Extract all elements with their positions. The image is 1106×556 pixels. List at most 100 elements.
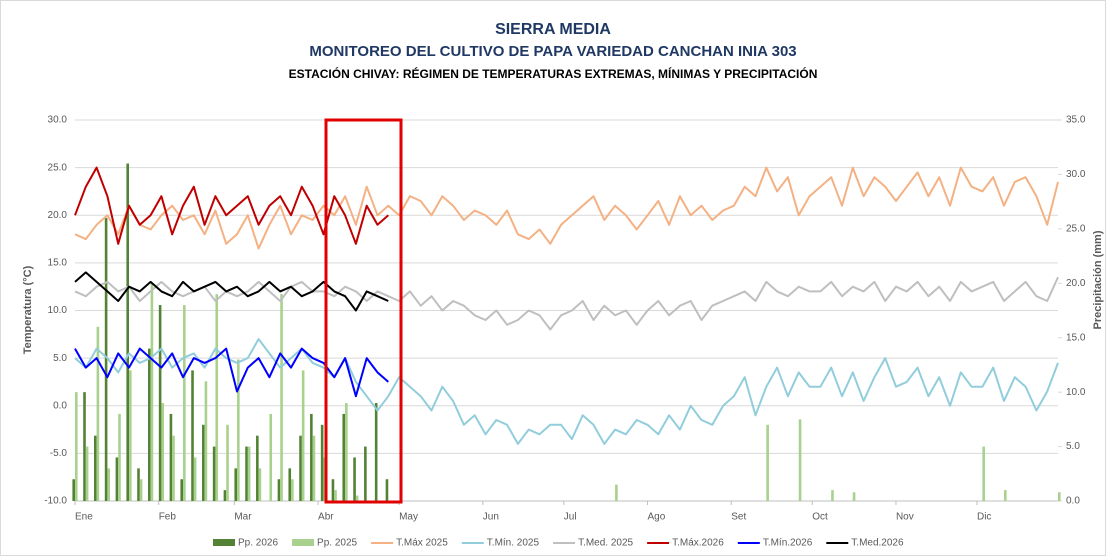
- y2-axis-label: Precipitación (mm): [1092, 230, 1104, 329]
- precip-bar: [312, 435, 316, 501]
- x-tick-label: Set: [731, 512, 746, 523]
- chart-caption: ESTACIÓN CHIVAY: RÉGIMEN DE TEMPERATURAS…: [289, 66, 818, 81]
- legend-swatch: [213, 539, 235, 546]
- precip-bar: [331, 479, 335, 501]
- precip-bar: [104, 217, 108, 501]
- precip-bar: [161, 403, 165, 501]
- temperature-line: [74, 166, 389, 245]
- precip-bar: [364, 446, 367, 501]
- y2-tick-label: 25.0: [1066, 223, 1086, 234]
- precip-bar: [280, 294, 283, 501]
- precip-bar: [115, 457, 119, 501]
- legend-label: T.Mín. 2025: [487, 538, 540, 549]
- legend: Pp. 2026 Pp. 2025 T.Máx 2025 T.Mín. 2025 T.M…: [213, 538, 904, 549]
- precip-bar: [118, 413, 121, 501]
- precip-bar: [226, 424, 229, 501]
- precip-bar: [158, 305, 162, 501]
- temperature-line: [74, 347, 389, 398]
- precip-bar: [301, 370, 305, 501]
- precip-bar: [223, 490, 227, 501]
- precip-bar: [342, 413, 346, 501]
- legend-label: T.Mín.2026: [763, 538, 813, 549]
- precip-bar: [139, 479, 143, 501]
- precip-bar: [129, 370, 132, 501]
- precip-bar: [334, 490, 337, 501]
- legend-label: T.Med.2026: [851, 538, 904, 549]
- precip-bar: [766, 424, 769, 501]
- y2-tick-label: 15.0: [1066, 332, 1086, 343]
- y-tick-label: -10.0: [44, 496, 67, 507]
- precip-bar: [291, 479, 294, 501]
- precip-bar: [247, 446, 251, 501]
- precip-bar: [288, 468, 292, 501]
- x-tick-label: Oct: [812, 512, 828, 523]
- precip-bar: [615, 484, 618, 501]
- x-tick-label: Feb: [159, 512, 177, 523]
- precip-bar: [191, 370, 194, 501]
- precip-bar: [831, 490, 834, 501]
- precip-bar: [126, 163, 130, 502]
- y-tick-label: 15.0: [48, 258, 68, 269]
- y2-tick-label: 0.0: [1066, 496, 1080, 507]
- precip-bar: [269, 413, 273, 501]
- precip-bar: [202, 424, 205, 501]
- y-tick-label: 20.0: [48, 210, 68, 221]
- y-tick-label: 10.0: [48, 305, 68, 316]
- precip-bar: [234, 468, 238, 501]
- precip-bar: [85, 446, 89, 501]
- precip-bar: [107, 468, 111, 501]
- precip-bar: [169, 413, 173, 501]
- precip-bar: [852, 492, 856, 501]
- legend-label: Pp. 2026: [238, 538, 278, 549]
- x-tick-label: Ago: [648, 512, 666, 523]
- x-tick-label: Mar: [234, 512, 252, 523]
- highlight-box: [324, 118, 403, 504]
- legend-label: Pp. 2025: [317, 538, 357, 549]
- y2-tick-label: 30.0: [1066, 169, 1086, 180]
- precip-bar: [355, 495, 359, 501]
- y2-tick-label: 35.0: [1066, 115, 1086, 126]
- precip-bar: [75, 392, 78, 501]
- temperature-line: [74, 276, 1059, 331]
- precip-bar: [798, 419, 802, 501]
- precip-bar: [180, 479, 184, 501]
- x-tick-label: Ene: [75, 512, 93, 523]
- precip-bar: [83, 392, 86, 501]
- legend-label: T.Máx 2025: [396, 538, 448, 549]
- y-axis-label: Temperatura (°C): [22, 265, 34, 354]
- x-tick-label: Dic: [977, 512, 991, 523]
- precip-bar: [310, 413, 313, 501]
- precip-bar: [258, 468, 262, 501]
- y2-tick-label: 5.0: [1066, 441, 1080, 452]
- x-tick-label: Jun: [483, 512, 499, 523]
- precip-bar: [137, 468, 140, 501]
- precip-bar: [215, 294, 219, 501]
- temperature-line: [74, 338, 1059, 445]
- chart-subtitle: MONITOREO DEL CULTIVO DE PAPA VARIEDAD C…: [309, 43, 796, 60]
- precip-bar: [212, 446, 216, 501]
- x-tick-label: Nov: [896, 512, 914, 523]
- precip-bar: [277, 479, 281, 501]
- precip-bar: [96, 326, 100, 501]
- precip-bar: [94, 435, 97, 501]
- chart-title: SIERRA MEDIA: [495, 21, 611, 38]
- y-tick-label: -5.0: [50, 448, 68, 459]
- plot-area: -10.0 -5.0 0.0 5.0 10.0 15.0 20.0 25.0 30.0 0.0 5.…: [44, 115, 1086, 523]
- y-tick-label: 25.0: [48, 162, 68, 173]
- x-tick-label: Abr: [318, 512, 334, 523]
- precip-bar: [172, 435, 175, 501]
- precip-bar: [72, 479, 75, 501]
- precip-bar: [256, 435, 259, 501]
- temperature-line: [74, 271, 389, 312]
- precip-bar: [299, 435, 302, 501]
- precip-bar: [374, 403, 378, 501]
- precip-bar: [982, 446, 985, 501]
- precip-bar: [183, 305, 186, 501]
- precip-bar: [204, 381, 208, 501]
- temperature-line: [74, 166, 1059, 250]
- y2-tick-label: 20.0: [1066, 278, 1086, 289]
- y-tick-label: 30.0: [48, 115, 68, 126]
- legend-swatch: [292, 539, 315, 546]
